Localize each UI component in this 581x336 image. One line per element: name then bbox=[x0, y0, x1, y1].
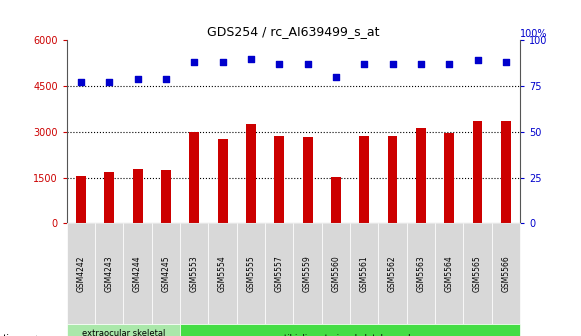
Bar bbox=[132, 169, 142, 223]
Point bbox=[416, 61, 425, 67]
Point bbox=[388, 61, 397, 67]
Text: GSM5562: GSM5562 bbox=[388, 255, 397, 292]
Bar bbox=[161, 170, 171, 223]
Point bbox=[218, 59, 227, 65]
Point bbox=[246, 56, 256, 61]
Bar bbox=[359, 136, 369, 223]
Point bbox=[331, 74, 340, 80]
Text: GSM5559: GSM5559 bbox=[303, 255, 312, 292]
Bar bbox=[218, 138, 228, 223]
Text: GSM4242: GSM4242 bbox=[77, 256, 85, 292]
Point bbox=[444, 61, 454, 67]
Text: tibialis anterior skeletal muscle: tibialis anterior skeletal muscle bbox=[284, 334, 416, 336]
Title: GDS254 / rc_AI639499_s_at: GDS254 / rc_AI639499_s_at bbox=[207, 25, 379, 38]
Text: GSM5564: GSM5564 bbox=[444, 255, 454, 292]
Text: GSM5566: GSM5566 bbox=[501, 255, 510, 292]
Point bbox=[275, 61, 284, 67]
Text: GSM5565: GSM5565 bbox=[473, 255, 482, 292]
Text: GSM5554: GSM5554 bbox=[218, 255, 227, 292]
Text: GSM4244: GSM4244 bbox=[133, 255, 142, 292]
Text: GSM5555: GSM5555 bbox=[246, 255, 256, 292]
Point bbox=[189, 59, 199, 65]
Point bbox=[105, 80, 114, 85]
Bar bbox=[246, 124, 256, 223]
Bar bbox=[303, 137, 313, 223]
Text: GSM5557: GSM5557 bbox=[275, 255, 284, 292]
Bar bbox=[416, 128, 426, 223]
Point bbox=[76, 80, 85, 85]
Bar bbox=[331, 177, 341, 223]
Text: 100%: 100% bbox=[520, 30, 547, 39]
Point bbox=[133, 76, 142, 81]
Text: GSM4245: GSM4245 bbox=[162, 255, 170, 292]
Point bbox=[501, 59, 511, 65]
Text: ▶: ▶ bbox=[36, 334, 43, 336]
Point bbox=[162, 76, 171, 81]
Bar bbox=[105, 172, 114, 223]
Text: GSM4243: GSM4243 bbox=[105, 255, 114, 292]
Point bbox=[360, 61, 369, 67]
Bar bbox=[501, 121, 511, 223]
Text: GSM5553: GSM5553 bbox=[190, 255, 199, 292]
Text: GSM5560: GSM5560 bbox=[331, 255, 340, 292]
Bar bbox=[472, 121, 482, 223]
Bar bbox=[388, 136, 397, 223]
Bar bbox=[76, 176, 86, 223]
Bar bbox=[274, 136, 284, 223]
Point bbox=[303, 61, 312, 67]
Text: GSM5563: GSM5563 bbox=[417, 255, 425, 292]
Text: extraocular skeletal
muscle: extraocular skeletal muscle bbox=[82, 329, 165, 336]
Text: GSM5561: GSM5561 bbox=[360, 255, 369, 292]
Bar bbox=[189, 132, 199, 223]
Text: tissue: tissue bbox=[3, 334, 34, 336]
Bar bbox=[444, 133, 454, 223]
Point bbox=[473, 58, 482, 63]
